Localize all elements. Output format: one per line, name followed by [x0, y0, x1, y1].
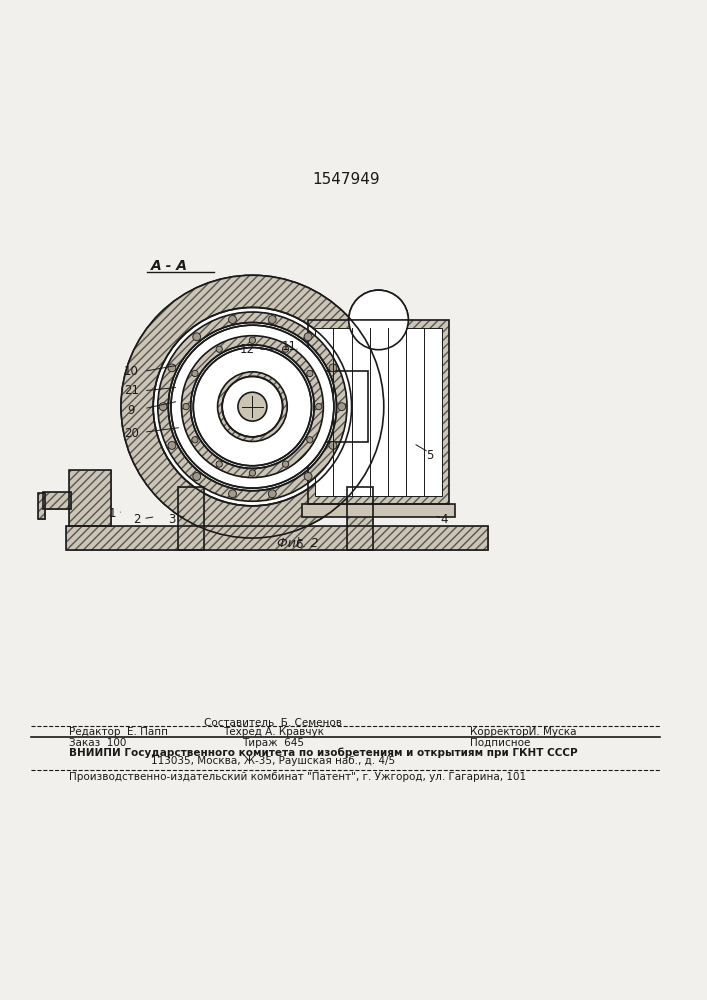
Circle shape: [216, 346, 223, 352]
Bar: [315, 328, 442, 496]
Bar: [308, 320, 450, 504]
Text: 21: 21: [124, 384, 139, 397]
Circle shape: [329, 441, 337, 449]
Wedge shape: [121, 275, 384, 538]
Text: Подписное: Подписное: [470, 738, 530, 748]
Wedge shape: [121, 275, 384, 538]
Circle shape: [153, 307, 351, 506]
Bar: [66, 526, 488, 550]
Circle shape: [338, 403, 346, 411]
Circle shape: [238, 392, 267, 421]
Wedge shape: [218, 372, 287, 441]
Bar: [177, 487, 204, 550]
Circle shape: [222, 376, 283, 437]
Text: 3: 3: [168, 513, 175, 526]
Wedge shape: [158, 312, 347, 501]
Circle shape: [192, 437, 198, 443]
Text: Редактор  Е. Папп: Редактор Е. Папп: [69, 727, 168, 737]
Bar: [308, 320, 450, 504]
Bar: [177, 487, 204, 550]
Circle shape: [193, 333, 201, 341]
Circle shape: [183, 403, 189, 410]
Text: 4: 4: [440, 513, 448, 526]
Circle shape: [250, 337, 255, 343]
Circle shape: [307, 437, 313, 443]
Bar: [43, 492, 71, 509]
Circle shape: [307, 370, 313, 377]
Text: 9: 9: [128, 404, 135, 417]
Text: Техред А. Кравчук: Техред А. Кравчук: [223, 727, 324, 737]
Circle shape: [168, 323, 337, 491]
Circle shape: [168, 364, 176, 372]
Bar: [347, 487, 373, 550]
Circle shape: [304, 473, 312, 480]
Circle shape: [329, 364, 337, 372]
Text: 1: 1: [108, 507, 116, 520]
Circle shape: [349, 290, 409, 350]
Circle shape: [269, 316, 276, 323]
Bar: [69, 470, 110, 526]
Circle shape: [193, 348, 312, 466]
Text: Фиг. 2: Фиг. 2: [276, 537, 318, 550]
Text: КорректорИ. Муска: КорректорИ. Муска: [470, 727, 577, 737]
Circle shape: [250, 470, 255, 476]
Bar: [308, 371, 368, 442]
Text: 12: 12: [240, 343, 255, 356]
Circle shape: [315, 403, 322, 410]
Circle shape: [191, 345, 314, 468]
Circle shape: [171, 325, 334, 488]
Circle shape: [304, 333, 312, 341]
Text: Составитель  Б. Семенов: Составитель Б. Семенов: [204, 718, 342, 728]
Text: 11: 11: [281, 340, 296, 353]
Text: 2: 2: [133, 513, 141, 526]
Text: 10: 10: [124, 365, 139, 378]
Text: 6: 6: [295, 538, 303, 551]
Text: Производственно-издательский комбинат "Патент", г. Ужгород, ул. Гагарина, 101: Производственно-издательский комбинат "П…: [69, 772, 526, 782]
Text: Заказ  100: Заказ 100: [69, 738, 127, 748]
Wedge shape: [182, 336, 323, 478]
Bar: [38, 493, 45, 519]
Circle shape: [193, 473, 201, 480]
Bar: [66, 526, 488, 550]
Text: ВНИИПИ Государственного комитета по изобретениям и открытиям при ГКНТ СССР: ВНИИПИ Государственного комитета по изоб…: [69, 747, 578, 758]
Circle shape: [192, 370, 198, 377]
Circle shape: [216, 461, 223, 467]
Text: 5: 5: [426, 449, 434, 462]
Text: А - А: А - А: [151, 259, 188, 273]
Circle shape: [228, 316, 236, 323]
Text: 20: 20: [124, 427, 139, 440]
Text: Тираж  645: Тираж 645: [242, 738, 304, 748]
Circle shape: [168, 441, 176, 449]
Bar: [308, 371, 368, 442]
Circle shape: [282, 461, 288, 467]
Bar: [43, 492, 71, 509]
Text: 113035, Москва, Ж-35, Раушская наб., д. 4/5: 113035, Москва, Ж-35, Раушская наб., д. …: [151, 756, 395, 766]
Bar: [303, 504, 455, 517]
Text: 1547949: 1547949: [312, 172, 380, 187]
Circle shape: [159, 403, 167, 411]
Circle shape: [282, 346, 288, 352]
Circle shape: [269, 490, 276, 498]
Bar: [347, 487, 373, 550]
Wedge shape: [349, 290, 409, 320]
Bar: [38, 493, 45, 519]
Bar: [69, 470, 110, 526]
Circle shape: [228, 490, 236, 498]
